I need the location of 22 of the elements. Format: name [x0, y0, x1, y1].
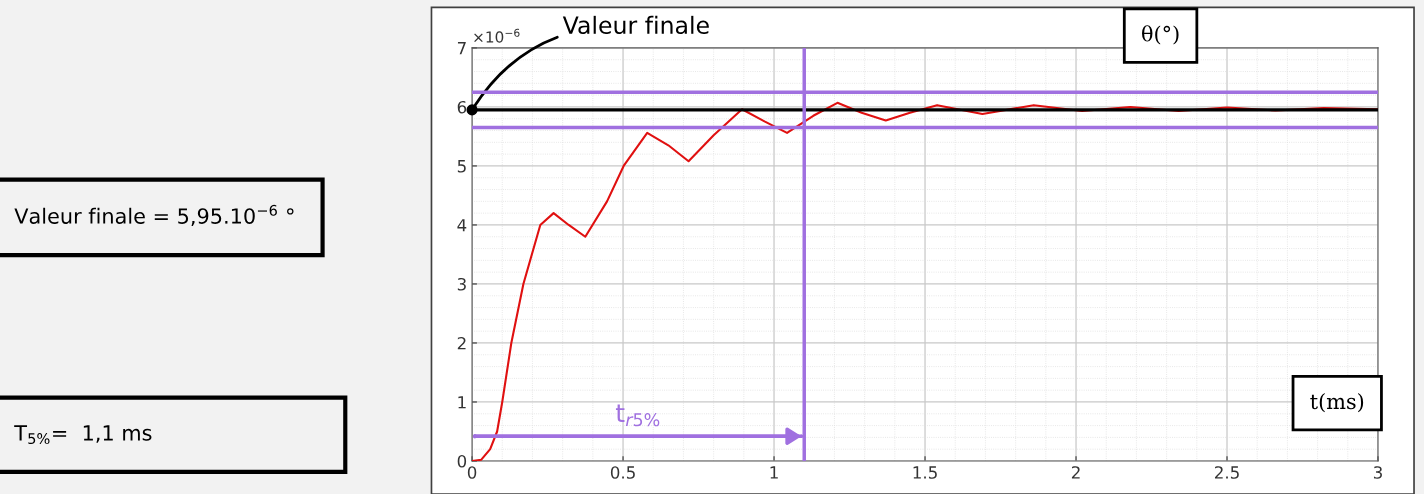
y-tick-label: 4 — [457, 219, 467, 232]
y-tick-label: 0 — [457, 454, 467, 468]
y-tick-label: 3 — [457, 277, 466, 291]
y-tick-label: 6 — [457, 100, 467, 114]
x-tick-label: 2 — [1071, 466, 1080, 479]
y-tick-label: 2 — [457, 336, 466, 350]
x-tick-label: 2.5 — [1214, 466, 1239, 479]
x-tick-label: 0 — [467, 466, 477, 479]
y-tick-label: 7 — [457, 42, 466, 55]
x-tick-label: 3 — [1373, 466, 1382, 479]
text: T$_{5%}$= 1,1 ms — [14, 425, 152, 445]
x-tick-label: 1 — [770, 466, 778, 479]
annotation: t$_{r5%}$ — [615, 404, 660, 427]
x-tick-label: 1.5 — [913, 466, 937, 479]
y-tick-label: 1 — [458, 396, 466, 409]
x-axis-title: t(ms) — [1310, 393, 1364, 413]
annotation: Valeur finale — [562, 15, 709, 35]
y-axis-title: θ(°) — [1142, 25, 1179, 45]
text: ×10$^{−6}$ — [474, 28, 520, 43]
text: Valeur finale = 5,95.10$^{−6}$ ° — [14, 204, 294, 227]
y-tick-label: 5 — [457, 160, 466, 173]
x-tick-label: 0.5 — [610, 466, 635, 479]
